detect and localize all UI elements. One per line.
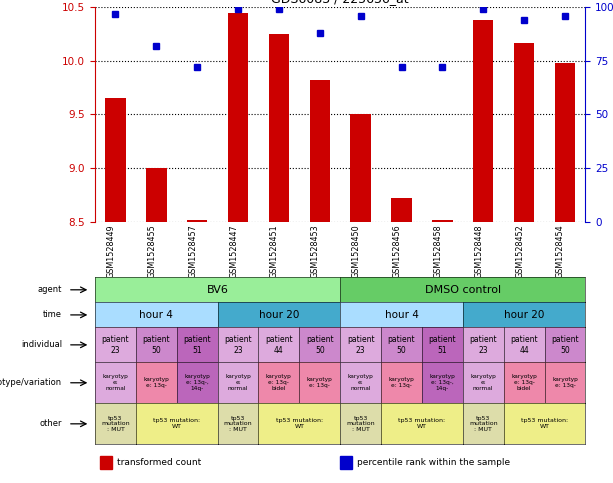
Text: karyotyp
e: 13q-: karyotyp e: 13q-	[143, 377, 169, 388]
Text: genotype/variation: genotype/variation	[0, 378, 62, 387]
Text: GSM1528456: GSM1528456	[392, 225, 402, 278]
Text: GSM1528450: GSM1528450	[352, 225, 360, 278]
Bar	[555, 63, 575, 222]
Text: percentile rank within the sample: percentile rank within the sample	[357, 458, 511, 467]
Bar	[146, 168, 167, 222]
Text: patient
44: patient 44	[265, 335, 293, 355]
Text: patient
50: patient 50	[387, 335, 416, 355]
Text: karyotyp
e:
normal: karyotyp e: normal	[225, 374, 251, 391]
Text: karyotyp
e: 13q-,
14q-: karyotyp e: 13q-, 14q-	[430, 374, 455, 391]
Text: karyotyp
e: 13q-: karyotyp e: 13q-	[307, 377, 333, 388]
Text: karyotyp
e:
normal: karyotyp e: normal	[348, 374, 373, 391]
Text: patient
23: patient 23	[470, 335, 497, 355]
Text: tp53 mutation:
WT: tp53 mutation: WT	[521, 418, 568, 429]
Text: karyotyp
e:
normal: karyotyp e: normal	[102, 374, 128, 391]
Text: patient
23: patient 23	[102, 335, 129, 355]
Text: DMSO control: DMSO control	[425, 285, 501, 295]
Text: GSM1528452: GSM1528452	[515, 225, 524, 278]
Text: GSM1528448: GSM1528448	[474, 225, 483, 278]
Bar	[228, 13, 248, 222]
Text: hour 4: hour 4	[384, 310, 419, 320]
Text: patient
23: patient 23	[224, 335, 252, 355]
Text: patient
44: patient 44	[510, 335, 538, 355]
Text: GSM1528453: GSM1528453	[311, 225, 320, 278]
Text: GSM1528458: GSM1528458	[433, 225, 443, 278]
Text: hour 4: hour 4	[139, 310, 173, 320]
Text: karyotyp
e: 13q-
bidel: karyotyp e: 13q- bidel	[511, 374, 537, 391]
Text: patient
50: patient 50	[551, 335, 579, 355]
Text: tp53
mutation
: MUT: tp53 mutation : MUT	[101, 415, 130, 432]
Bar	[514, 43, 535, 222]
Text: GSM1528457: GSM1528457	[188, 225, 197, 278]
Text: agent: agent	[37, 285, 62, 294]
Bar	[391, 198, 412, 222]
Text: GSM1528454: GSM1528454	[556, 225, 565, 278]
Text: tp53 mutation:
WT: tp53 mutation: WT	[153, 418, 200, 429]
Bar	[105, 99, 126, 222]
Text: patient
23: patient 23	[347, 335, 375, 355]
Bar	[187, 220, 207, 222]
Text: GSM1528455: GSM1528455	[147, 225, 156, 278]
Text: GSM1528449: GSM1528449	[107, 225, 115, 278]
Text: karyotyp
e: 13q-: karyotyp e: 13q-	[552, 377, 578, 388]
Text: GSM1528451: GSM1528451	[270, 225, 279, 278]
Text: tp53
mutation
: MUT: tp53 mutation : MUT	[224, 415, 253, 432]
Text: tp53
mutation
: MUT: tp53 mutation : MUT	[346, 415, 375, 432]
Text: tp53
mutation
: MUT: tp53 mutation : MUT	[469, 415, 498, 432]
Text: tp53 mutation:
WT: tp53 mutation: WT	[398, 418, 446, 429]
Text: patient
51: patient 51	[183, 335, 211, 355]
Text: time: time	[43, 311, 62, 319]
Bar	[268, 34, 289, 222]
Bar	[310, 80, 330, 222]
Text: patient
50: patient 50	[306, 335, 333, 355]
Text: karyotyp
e:
normal: karyotyp e: normal	[470, 374, 496, 391]
Bar	[432, 220, 452, 222]
Text: other: other	[39, 419, 62, 428]
Bar	[351, 114, 371, 222]
Text: tp53 mutation:
WT: tp53 mutation: WT	[276, 418, 323, 429]
Text: karyotyp
e: 13q-,
14q-: karyotyp e: 13q-, 14q-	[185, 374, 210, 391]
Bar	[100, 456, 112, 469]
Text: patient
50: patient 50	[142, 335, 170, 355]
Text: individual: individual	[21, 341, 62, 349]
Bar	[473, 20, 493, 222]
Text: GSM1528447: GSM1528447	[229, 225, 238, 278]
Text: hour 20: hour 20	[259, 310, 299, 320]
Text: karyotyp
e: 13q-: karyotyp e: 13q-	[389, 377, 414, 388]
Text: BV6: BV6	[207, 285, 229, 295]
Text: hour 20: hour 20	[504, 310, 544, 320]
Text: transformed count: transformed count	[117, 458, 201, 467]
Bar	[340, 456, 352, 469]
Text: karyotyp
e: 13q-
bidel: karyotyp e: 13q- bidel	[266, 374, 292, 391]
Text: patient
51: patient 51	[428, 335, 456, 355]
Title: GDS6083 / 225636_at: GDS6083 / 225636_at	[272, 0, 409, 5]
